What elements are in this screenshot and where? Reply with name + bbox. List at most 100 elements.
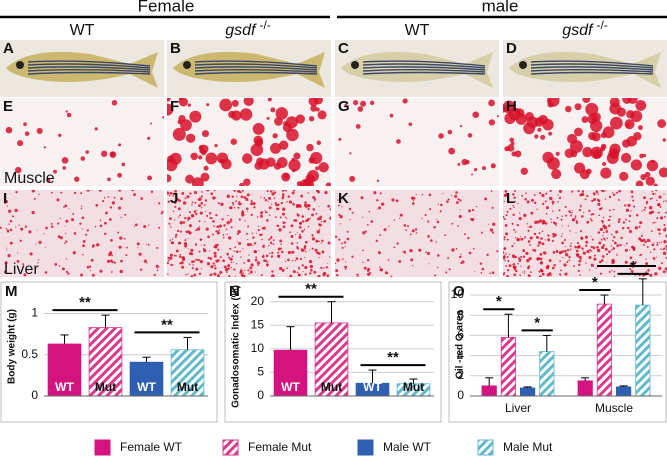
lipid-droplet: [602, 224, 606, 228]
lipid-droplet: [610, 249, 613, 251]
lipid-droplet: [199, 238, 203, 241]
photo-bg: [335, 98, 499, 186]
lipid-droplet: [290, 242, 294, 245]
lipid-droplet: [660, 241, 662, 243]
lipid-droplet: [579, 204, 581, 206]
lipid-droplet: [316, 140, 322, 146]
lipid-droplet: [503, 272, 505, 276]
lipid-droplet: [3, 270, 7, 274]
lipid-droplet: [613, 236, 616, 239]
lipid-droplet: [303, 228, 306, 231]
lipid-droplet: [427, 234, 430, 238]
lipid-droplet: [548, 272, 552, 276]
lipid-droplet: [418, 248, 422, 252]
lipid-droplet: [210, 192, 214, 196]
lipid-droplet: [191, 260, 194, 264]
lipid-droplet: [229, 257, 233, 261]
lipid-droplet: [579, 274, 582, 276]
lipid-droplet: [631, 195, 634, 198]
lipid-droplet: [512, 263, 515, 266]
lipid-droplet: [187, 230, 191, 234]
lipid-droplet: [616, 244, 620, 248]
lipid-droplet: [136, 242, 140, 246]
lipid-droplet: [558, 196, 562, 200]
lipid-droplet: [147, 243, 150, 246]
lipid-droplet: [357, 276, 359, 277]
lipid-droplet: [319, 215, 323, 219]
lipid-droplet: [663, 193, 665, 195]
lipid-droplet: [91, 190, 93, 191]
lipid-droplet: [571, 210, 573, 212]
lipid-droplet: [264, 211, 268, 214]
fish-stripe: [27, 60, 151, 67]
lipid-droplet: [187, 273, 189, 275]
lipid-droplet: [314, 200, 316, 202]
lipid-droplet: [553, 264, 556, 267]
lipid-droplet: [547, 101, 554, 108]
lipid-droplet: [568, 255, 571, 259]
lipid-droplet: [298, 225, 302, 229]
lipid-droplet: [294, 259, 297, 262]
lipid-droplet: [575, 220, 578, 222]
lipid-droplet: [528, 265, 531, 268]
gene: gsdf: [562, 22, 594, 39]
x-tick-label: Liver: [505, 401, 531, 415]
lipid-droplet: [650, 230, 653, 233]
lipid-droplet: [488, 223, 490, 225]
photo-panel: [335, 40, 499, 97]
lipid-droplet: [258, 249, 260, 251]
lipid-droplet: [515, 269, 518, 273]
lipid-droplet: [17, 140, 24, 147]
lipid-droplet: [185, 230, 188, 234]
lipid-droplet: [378, 206, 382, 210]
lipid-droplet: [558, 209, 561, 212]
lipid-droplet: [560, 269, 562, 272]
lipid-droplet: [601, 255, 605, 258]
lipid-droplet: [434, 274, 437, 277]
lipid-droplet: [194, 201, 197, 204]
lipid-droplet: [173, 200, 177, 204]
lipid-droplet: [595, 267, 597, 269]
lipid-droplet: [661, 262, 663, 265]
lipid-droplet: [481, 267, 485, 271]
lipid-droplet: [393, 219, 396, 221]
lipid-droplet: [92, 244, 95, 247]
lipid-droplet: [600, 259, 604, 262]
lipid-droplet: [267, 98, 272, 102]
lipid-droplet: [609, 98, 620, 107]
lipid-droplet: [586, 195, 589, 198]
lipid-droplet: [425, 251, 427, 254]
lipid-droplet: [156, 247, 159, 249]
lipid-droplet: [610, 233, 613, 236]
lipid-droplet: [329, 256, 331, 258]
lipid-droplet: [287, 250, 292, 255]
lipid-droplet: [203, 244, 206, 247]
lipid-droplet: [362, 216, 364, 218]
lipid-droplet: [215, 230, 218, 233]
lipid-droplet: [567, 225, 570, 227]
lipid-droplet: [496, 250, 499, 253]
lipid-droplet: [612, 209, 614, 211]
lipid-droplet: [574, 127, 583, 137]
lipid-droplet: [249, 270, 253, 274]
lipid-droplet: [307, 225, 310, 228]
lipid-droplet: [653, 241, 655, 243]
lipid-droplet: [335, 262, 337, 265]
lipid-droplet: [8, 223, 10, 225]
lipid-droplet: [319, 218, 322, 221]
lipid-droplet: [281, 193, 285, 196]
lipid-droplet: [29, 252, 33, 256]
lipid-droplet: [592, 246, 596, 250]
lipid-droplet: [252, 244, 254, 246]
lipid-droplet: [158, 226, 161, 229]
lipid-droplet: [226, 252, 230, 256]
chart-frame: [448, 281, 667, 423]
lipid-droplet: [20, 227, 24, 231]
lipid-droplet: [179, 255, 182, 259]
lipid-droplet: [457, 225, 460, 227]
lipid-droplet: [264, 259, 268, 262]
lipid-droplet: [271, 270, 274, 273]
photo-panel: [167, 98, 331, 186]
fish-stripe: [27, 66, 151, 71]
lipid-droplet: [315, 107, 320, 112]
